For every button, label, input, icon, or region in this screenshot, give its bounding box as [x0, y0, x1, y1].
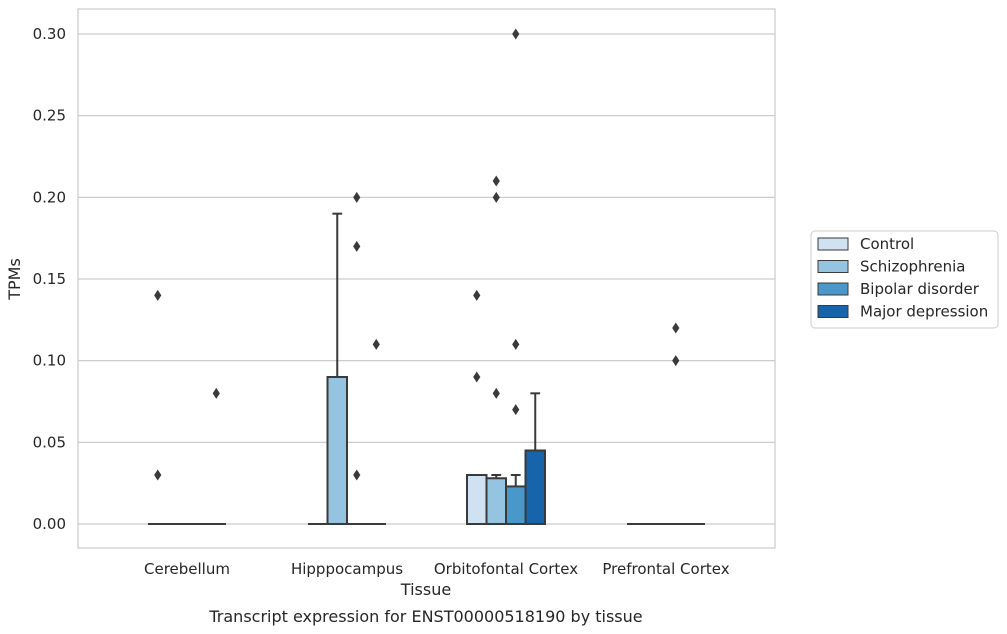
plot-frame: [77, 8, 776, 549]
outlier-point: [353, 469, 361, 481]
outlier-point: [492, 191, 500, 203]
outlier-point: [473, 289, 481, 301]
y-axis-title: TPMs: [5, 258, 24, 301]
outlier-point: [154, 289, 162, 301]
y-tick-label: 0.00: [33, 515, 66, 533]
x-tick-label: Hipppocampus: [291, 560, 403, 578]
box-control: [466, 289, 488, 525]
box-schizophrenia: [326, 212, 348, 525]
y-tick-labels: 0.00 0.05 0.10 0.15 0.20 0.25 0.30: [33, 25, 66, 533]
legend-swatch: [817, 237, 849, 251]
y-tick-label: 0.25: [33, 107, 66, 125]
outlier-point: [672, 322, 680, 334]
legend-label: Control: [860, 235, 914, 253]
box-body: [466, 474, 488, 525]
y-tick-label: 0.15: [33, 270, 66, 288]
y-tick-label: 0.10: [33, 352, 66, 370]
y-tick-label: 0.30: [33, 25, 66, 43]
outlier-point: [212, 387, 220, 399]
box-body: [524, 449, 546, 525]
box-body: [505, 485, 527, 525]
box-body: [485, 477, 507, 525]
outlier-point: [512, 338, 520, 350]
legend-label: Schizophrenia: [860, 258, 965, 276]
box-body: [326, 376, 348, 525]
box-bipolar-disorder: [347, 191, 367, 525]
x-tick-labels: Cerebellum Hipppocampus Orbitofontal Corte…: [144, 560, 730, 578]
legend-swatch: [817, 282, 849, 296]
outlier-point: [353, 191, 361, 203]
legend-swatch: [817, 260, 849, 273]
box-major-depression: [524, 392, 546, 525]
box-bipolar-disorder: [666, 322, 686, 525]
y-tick-label: 0.20: [33, 188, 66, 206]
box-control: [148, 289, 168, 525]
box-major-depression: [366, 338, 386, 525]
legend-label: Bipolar disorder: [860, 280, 980, 298]
legend: Control Schizophrenia Bipolar disorder Majo…: [810, 230, 999, 329]
outlier-point: [512, 28, 520, 40]
box-groups: [148, 28, 705, 525]
outlier-point: [372, 338, 380, 350]
box-bipolar-disorder: [505, 28, 527, 525]
outlier-point: [672, 355, 680, 367]
box-major-depression: [206, 387, 226, 525]
legend-label: Major depression: [860, 303, 988, 321]
x-tick-label: Prefrontal Cortex: [602, 560, 729, 578]
x-tick-label: Cerebellum: [144, 560, 230, 578]
figure-caption: Transcript expression for ENST0000051819…: [208, 607, 642, 626]
x-tick-label: Orbitofontal Cortex: [434, 560, 578, 578]
outlier-point: [154, 469, 162, 481]
legend-swatch: [817, 305, 849, 318]
box-schizophrenia: [485, 175, 507, 525]
y-tick-label: 0.05: [33, 433, 66, 451]
x-axis-title: Tissue: [400, 580, 451, 599]
outlier-point: [353, 240, 361, 252]
outlier-point: [492, 175, 500, 187]
y-gridlines: [78, 33, 775, 525]
outlier-point: [492, 387, 500, 399]
legend-frame: [810, 230, 999, 329]
outlier-point: [512, 404, 520, 416]
outlier-point: [473, 371, 481, 383]
